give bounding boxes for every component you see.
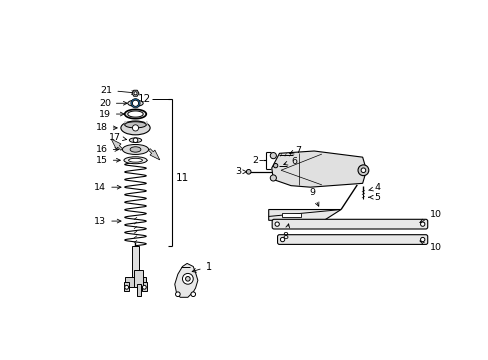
Bar — [123, 282, 129, 291]
Text: 19: 19 — [99, 109, 124, 118]
Circle shape — [420, 237, 424, 242]
Text: 11: 11 — [176, 173, 189, 183]
Polygon shape — [174, 264, 198, 297]
Polygon shape — [268, 210, 341, 220]
Polygon shape — [271, 151, 366, 187]
Text: 1: 1 — [192, 261, 211, 272]
Circle shape — [133, 138, 138, 143]
Circle shape — [134, 92, 137, 95]
Ellipse shape — [122, 144, 148, 154]
Text: 16: 16 — [96, 145, 119, 154]
FancyBboxPatch shape — [277, 235, 427, 244]
Circle shape — [360, 168, 365, 172]
Text: 21: 21 — [100, 86, 135, 95]
Text: 7: 7 — [289, 146, 301, 155]
Polygon shape — [124, 109, 146, 119]
Text: 2: 2 — [251, 156, 257, 165]
Circle shape — [270, 175, 276, 181]
Circle shape — [132, 125, 138, 131]
Text: 15: 15 — [96, 156, 120, 165]
Ellipse shape — [128, 158, 142, 162]
Circle shape — [273, 163, 277, 168]
Ellipse shape — [130, 147, 141, 152]
Bar — [142, 282, 147, 291]
Bar — [132, 246, 139, 280]
FancyArrow shape — [148, 149, 160, 160]
Text: 6: 6 — [283, 157, 296, 166]
Polygon shape — [281, 213, 301, 217]
Circle shape — [185, 276, 190, 281]
Bar — [136, 284, 140, 296]
Text: 14: 14 — [94, 183, 121, 192]
Circle shape — [142, 285, 146, 289]
Circle shape — [182, 274, 193, 284]
Circle shape — [357, 165, 368, 176]
Circle shape — [270, 153, 276, 159]
Ellipse shape — [129, 138, 142, 143]
Text: 20: 20 — [99, 99, 127, 108]
Circle shape — [131, 99, 140, 108]
Text: 10: 10 — [419, 210, 441, 222]
Text: 8: 8 — [282, 224, 289, 241]
Bar — [125, 277, 145, 287]
Text: 10: 10 — [419, 240, 441, 252]
Text: 5: 5 — [368, 193, 380, 202]
FancyArrow shape — [111, 139, 122, 150]
Circle shape — [175, 292, 180, 297]
Circle shape — [280, 237, 284, 242]
Text: 18: 18 — [96, 123, 117, 132]
FancyBboxPatch shape — [272, 219, 427, 229]
Text: 9: 9 — [309, 188, 318, 206]
Text: 13: 13 — [94, 217, 121, 226]
Ellipse shape — [127, 100, 143, 106]
Circle shape — [124, 285, 128, 289]
Circle shape — [132, 100, 138, 106]
Circle shape — [246, 170, 250, 174]
Circle shape — [274, 222, 279, 226]
Ellipse shape — [121, 121, 150, 135]
Bar — [134, 270, 143, 287]
Text: 4: 4 — [368, 184, 380, 193]
Text: 17: 17 — [109, 132, 126, 141]
Text: 12: 12 — [137, 94, 151, 104]
Text: 3: 3 — [234, 167, 246, 176]
Polygon shape — [132, 90, 139, 96]
Circle shape — [190, 292, 195, 297]
Ellipse shape — [123, 157, 147, 164]
Ellipse shape — [124, 122, 146, 128]
Circle shape — [420, 222, 424, 226]
